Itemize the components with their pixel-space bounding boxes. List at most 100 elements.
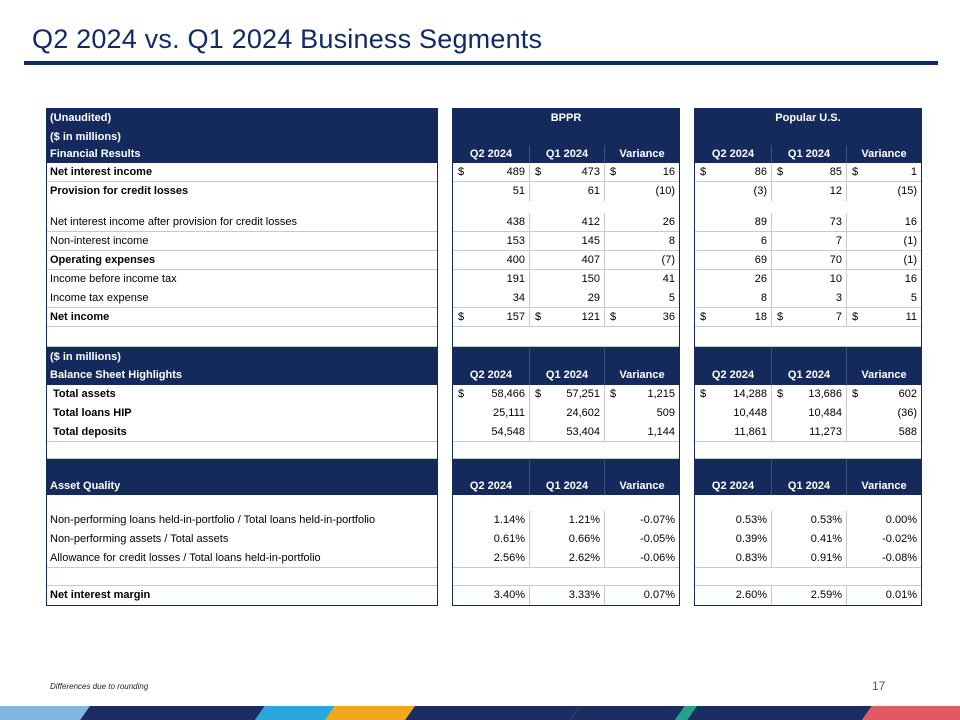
spacer-row: [695, 495, 921, 511]
cell-value: 69: [754, 254, 767, 266]
column-header: Variance: [861, 148, 907, 160]
bppr-panel: BPPR Q2 2024 Q1 2024 Variance $489 $473 $16 51 6…: [452, 108, 680, 606]
value-cell: 3: [771, 289, 846, 307]
value-cell: -0.06%: [604, 549, 679, 567]
cell-value: 0.01%: [885, 589, 917, 601]
value-cell: 5: [846, 289, 921, 307]
band-stripe: [570, 706, 685, 720]
cell-value: 11: [905, 311, 917, 323]
cell-value: 0.39%: [735, 533, 767, 545]
column-header-cell: Q1 2024: [771, 366, 846, 385]
header-cell: [529, 347, 604, 366]
currency-symbol: $: [458, 311, 465, 323]
value-cell: 3.40%: [453, 586, 529, 605]
column-header: Q2 2024: [711, 369, 755, 381]
column-header-row: Q2 2024 Q1 2024 Variance: [453, 459, 679, 495]
cell-value: 1.14%: [493, 514, 525, 526]
currency-symbol: $: [458, 166, 465, 178]
currency-symbol: $: [700, 166, 707, 178]
cell-value: 121: [581, 311, 600, 323]
value-cell: 24,602: [529, 404, 604, 423]
cell-value: 0.83%: [735, 552, 767, 564]
cell-value: 3.40%: [493, 589, 525, 601]
value-cell: -0.05%: [604, 530, 679, 549]
cell-value: 0.07%: [643, 589, 675, 601]
value-cell: 34: [453, 289, 529, 307]
spacer-row: [695, 568, 921, 586]
currency-symbol: $: [458, 388, 465, 400]
value-cell: 0.53%: [695, 511, 771, 530]
cell-value: 5: [668, 292, 675, 304]
band-stripe: [0, 706, 90, 720]
value-cell: 588: [846, 423, 921, 441]
currency-symbol: $: [777, 311, 784, 323]
cell-value: 53,404: [566, 426, 600, 438]
cell-value: 89: [754, 216, 767, 228]
data-row-opex: 400 407 (7): [453, 251, 679, 270]
header-cell: [771, 347, 846, 366]
value-cell: (1): [846, 251, 921, 269]
spacer-row: [453, 568, 679, 586]
cell-value: 438: [506, 216, 525, 228]
value-cell: 2.62%: [529, 549, 604, 567]
spacer-row: [453, 442, 679, 459]
data-row-assets: $58,466 $57,251 $1,215: [453, 385, 679, 404]
currency-symbol: $: [610, 311, 617, 323]
cell-value: 25,111: [492, 407, 525, 419]
data-row-tax: 8 3 5: [695, 289, 921, 308]
label-provision: Provision for credit losses: [47, 182, 437, 201]
value-cell: $157: [453, 308, 529, 326]
data-row-opex: 69 70 (1): [695, 251, 921, 270]
cell-value: 6: [760, 235, 767, 247]
value-cell: 7: [771, 232, 846, 250]
column-header-cell: Variance: [846, 145, 921, 163]
cell-value: 11,273: [809, 426, 842, 438]
cell-value: 26: [662, 216, 675, 228]
cell-value: -0.08%: [882, 552, 917, 564]
value-cell: 16: [846, 270, 921, 289]
value-cell: $489: [453, 163, 529, 181]
value-cell: (36): [846, 404, 921, 423]
column-header-row: Q2 2024 Q1 2024 Variance: [453, 366, 679, 385]
data-row-non-int: 153 145 8: [453, 232, 679, 251]
cell-value: (1): [903, 254, 917, 266]
page-title: Q2 2024 vs. Q1 2024 Business Segments: [32, 24, 543, 54]
data-row-nii-after: 89 73 16: [695, 213, 921, 232]
column-header: Q1 2024: [787, 369, 831, 381]
currency-symbol: $: [700, 311, 707, 323]
cell-value: 26: [754, 273, 767, 285]
value-cell: (7): [604, 251, 679, 269]
column-header: Variance: [619, 148, 665, 160]
cell-value: 153: [506, 235, 525, 247]
column-header: Q1 2024: [545, 369, 589, 381]
label-total-loans: Total loans HIP: [47, 404, 437, 423]
value-cell: 51: [453, 182, 529, 201]
title-divider: [24, 61, 938, 65]
cell-value: 0.41%: [810, 533, 842, 545]
value-cell: $86: [695, 163, 771, 181]
cell-value: (3): [753, 185, 767, 197]
value-cell: 0.53%: [771, 511, 846, 530]
spacer-row: [453, 327, 679, 347]
column-header-cell: Variance: [604, 145, 679, 163]
value-cell: 26: [604, 213, 679, 231]
column-header-cell: Variance: [604, 366, 679, 385]
cell-value: 10,448: [733, 407, 767, 419]
header-row-asset-quality: Asset Quality: [47, 459, 437, 495]
column-header-row: Q2 2024 Q1 2024 Variance: [695, 366, 921, 385]
value-cell: 26: [695, 270, 771, 289]
column-header: Q1 2024: [787, 148, 831, 160]
column-header-cell: Q1 2024: [771, 145, 846, 163]
cell-value: 489: [506, 166, 525, 178]
cell-value: 0.00%: [885, 514, 917, 526]
value-cell: 0.00%: [846, 511, 921, 530]
cell-value: -0.05%: [640, 533, 675, 545]
cell-value: 10,484: [808, 407, 842, 419]
cell-value: 3.33%: [568, 589, 600, 601]
header-spacer: [695, 347, 921, 366]
cell-value: 157: [506, 311, 525, 323]
label-income-tax-expense: Income tax expense: [47, 289, 437, 308]
value-cell: 53,404: [529, 423, 604, 441]
value-cell: 8: [695, 289, 771, 307]
value-cell: $58,466: [453, 385, 529, 404]
